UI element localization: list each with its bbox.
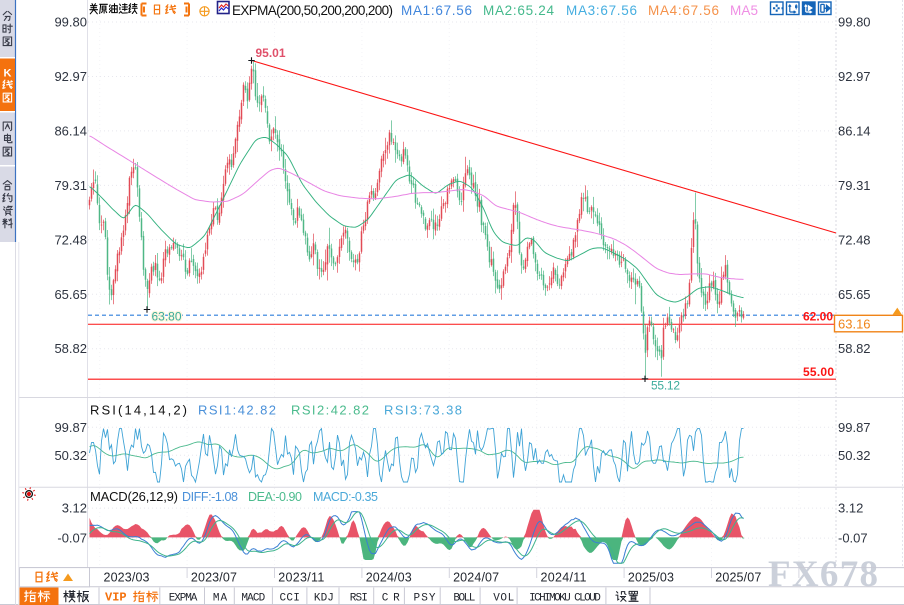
svg-text:50.32: 50.32 [838, 448, 871, 463]
svg-text:2023/03: 2023/03 [104, 571, 150, 585]
svg-text:99.80: 99.80 [838, 15, 871, 30]
svg-text:58.82: 58.82 [838, 341, 871, 356]
svg-text:55.12: 55.12 [651, 379, 680, 393]
svg-text:2024/03: 2024/03 [366, 571, 412, 585]
svg-text:2024/07: 2024/07 [453, 571, 499, 585]
svg-text:RSI: RSI [350, 593, 368, 605]
svg-text:EXPMA(200,50,200,200,200): EXPMA(200,50,200,200,200) [232, 3, 393, 18]
svg-text:79.31: 79.31 [838, 178, 871, 193]
svg-text:ICHIMOKU CLOUD: ICHIMOKU CLOUD [529, 593, 601, 605]
svg-text:RSI2:42.82: RSI2:42.82 [291, 403, 369, 418]
svg-text:72.48: 72.48 [838, 232, 871, 247]
svg-text:65.65: 65.65 [54, 287, 87, 302]
svg-text:63.16: 63.16 [838, 316, 871, 331]
svg-text:2025/07: 2025/07 [715, 571, 761, 585]
svg-text:99.87: 99.87 [54, 420, 87, 435]
svg-text:PSY: PSY [414, 593, 436, 605]
svg-text:72.48: 72.48 [54, 232, 87, 247]
svg-text:2023/11: 2023/11 [278, 571, 324, 585]
svg-text:55.00: 55.00 [803, 365, 834, 379]
svg-text:RSI(14,14,2): RSI(14,14,2) [90, 403, 187, 418]
svg-text:RSI1:42.82: RSI1:42.82 [198, 403, 276, 418]
svg-text:MACD(26,12,9): MACD(26,12,9) [90, 489, 178, 504]
svg-text:MA: MA [213, 593, 228, 605]
svg-text:DIFF:-1.08: DIFF:-1.08 [182, 490, 238, 504]
svg-text:VIP: VIP [105, 591, 127, 605]
svg-text:BOLL: BOLL [453, 593, 475, 605]
svg-text:99.80: 99.80 [54, 15, 87, 30]
svg-text:RSI3:73.38: RSI3:73.38 [384, 403, 462, 418]
svg-text:MA1:67.56: MA1:67.56 [401, 3, 472, 18]
svg-text:VOL: VOL [493, 593, 514, 605]
svg-text:EXPMA: EXPMA [169, 593, 198, 605]
svg-text:MA5: MA5 [730, 3, 758, 18]
svg-text:92.97: 92.97 [838, 69, 871, 84]
svg-text:MA4:67.56: MA4:67.56 [648, 3, 719, 18]
svg-text:3.12: 3.12 [838, 501, 863, 516]
svg-text:MA3:67.56: MA3:67.56 [566, 3, 637, 18]
svg-text:50.32: 50.32 [54, 448, 87, 463]
svg-text:2023/07: 2023/07 [191, 571, 237, 585]
svg-text:79.31: 79.31 [54, 178, 87, 193]
svg-text:MA2:65.24: MA2:65.24 [483, 3, 554, 18]
svg-text:-0.07: -0.07 [838, 531, 868, 546]
svg-text:99.87: 99.87 [838, 420, 871, 435]
svg-text:86.14: 86.14 [54, 123, 87, 138]
svg-text:58.82: 58.82 [54, 341, 87, 356]
svg-text:3.12: 3.12 [62, 501, 87, 516]
svg-text:65.65: 65.65 [838, 287, 871, 302]
svg-text:FX678: FX678 [768, 554, 878, 595]
svg-text:2024/11: 2024/11 [541, 571, 587, 585]
svg-text:DEA:-0.90: DEA:-0.90 [248, 490, 302, 504]
svg-text:K: K [4, 67, 12, 79]
svg-text:62.00: 62.00 [803, 309, 833, 323]
svg-text:-0.07: -0.07 [57, 531, 87, 546]
svg-text:63.80: 63.80 [152, 310, 182, 324]
svg-text:CCI: CCI [280, 593, 300, 605]
svg-text:2025/03: 2025/03 [628, 571, 674, 585]
svg-text:92.97: 92.97 [54, 69, 87, 84]
svg-text:86.14: 86.14 [838, 123, 871, 138]
svg-text:MACD: MACD [241, 593, 265, 605]
svg-text:KDJ: KDJ [314, 593, 334, 605]
svg-text:95.01: 95.01 [256, 46, 286, 60]
svg-text:MACD:-0.35: MACD:-0.35 [313, 490, 378, 504]
